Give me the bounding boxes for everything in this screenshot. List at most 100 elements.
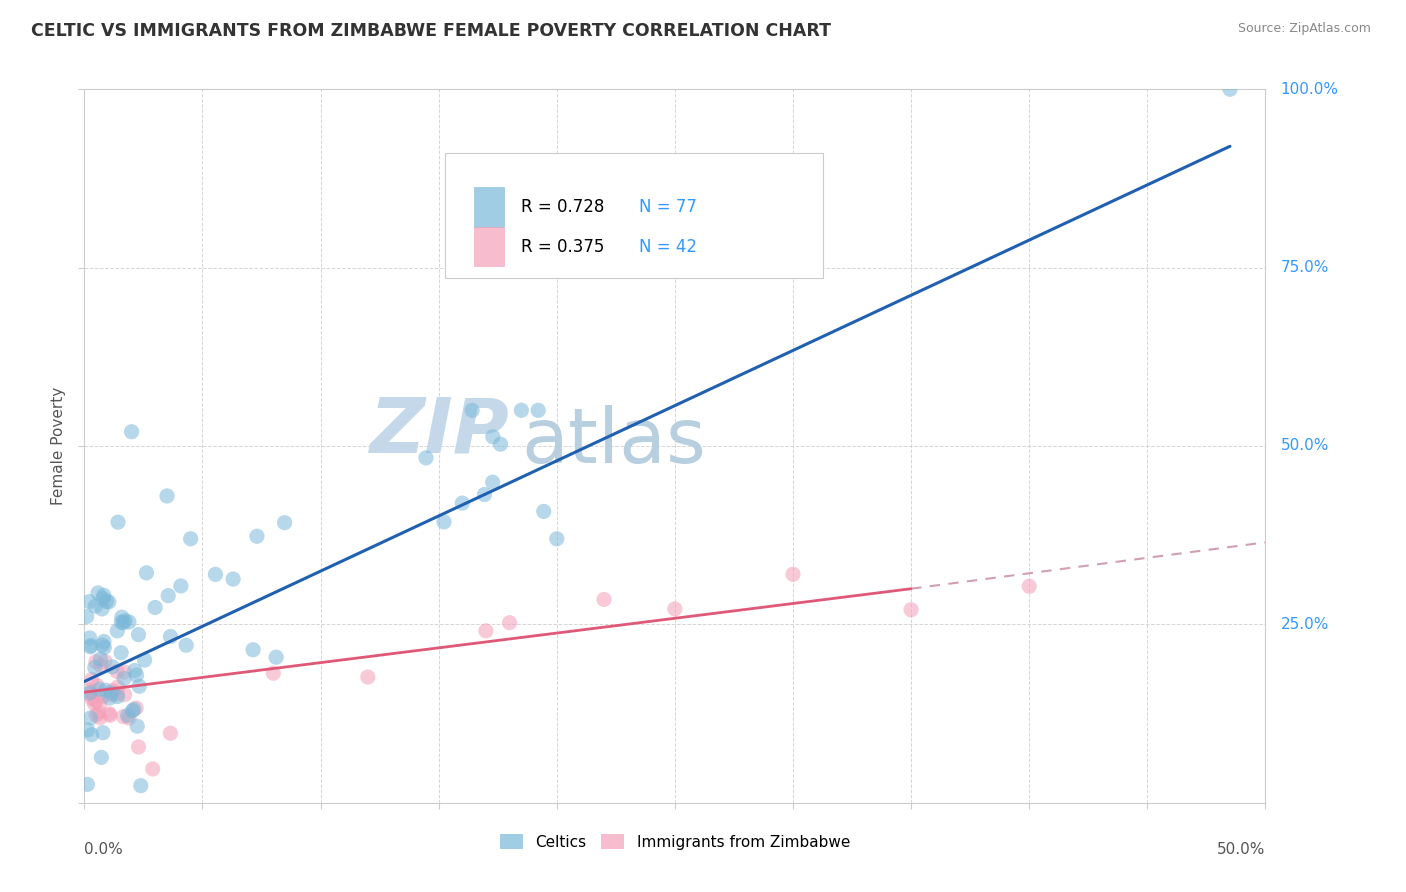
- Point: [118, 615, 141, 629]
- Point: [128, 679, 150, 693]
- Point: [80, 673, 103, 687]
- Point: [204, 567, 226, 582]
- Point: [84, 694, 107, 708]
- Text: N = 77: N = 77: [640, 198, 697, 216]
- Point: [159, 726, 181, 740]
- Y-axis label: Female Poverty: Female Poverty: [51, 387, 66, 505]
- Point: [782, 567, 804, 582]
- Point: [510, 403, 533, 417]
- Text: R = 0.728: R = 0.728: [522, 198, 605, 216]
- Point: [114, 688, 136, 702]
- Point: [90, 658, 112, 673]
- FancyBboxPatch shape: [474, 227, 503, 267]
- Point: [96, 594, 118, 608]
- Point: [91, 725, 114, 739]
- Point: [593, 592, 616, 607]
- Point: [180, 532, 202, 546]
- Point: [79, 686, 101, 700]
- Point: [97, 595, 120, 609]
- Point: [121, 425, 143, 439]
- Point: [112, 709, 135, 723]
- Point: [474, 487, 496, 501]
- Point: [546, 532, 568, 546]
- Point: [89, 711, 111, 725]
- Point: [357, 670, 380, 684]
- FancyBboxPatch shape: [474, 187, 503, 227]
- Point: [84, 599, 107, 614]
- Point: [475, 624, 498, 638]
- Point: [143, 600, 166, 615]
- Point: [142, 762, 165, 776]
- Point: [89, 652, 111, 666]
- Point: [79, 631, 101, 645]
- Text: 100.0%: 100.0%: [1281, 82, 1339, 96]
- Point: [415, 450, 437, 465]
- Point: [273, 516, 295, 530]
- Point: [101, 660, 124, 674]
- Point: [125, 701, 148, 715]
- Text: 50.0%: 50.0%: [1218, 842, 1265, 857]
- Point: [90, 750, 112, 764]
- Point: [80, 691, 103, 706]
- Text: 75.0%: 75.0%: [1281, 260, 1329, 275]
- Point: [117, 708, 139, 723]
- Point: [664, 602, 686, 616]
- Point: [533, 504, 555, 518]
- Point: [80, 639, 103, 653]
- Point: [94, 683, 117, 698]
- Point: [433, 515, 456, 529]
- FancyBboxPatch shape: [444, 153, 823, 278]
- Point: [105, 665, 128, 679]
- Point: [262, 666, 284, 681]
- Point: [114, 614, 136, 628]
- Point: [125, 668, 148, 682]
- Point: [84, 655, 107, 669]
- Point: [83, 697, 105, 711]
- Point: [87, 586, 110, 600]
- Point: [80, 728, 103, 742]
- Point: [481, 475, 503, 490]
- Point: [900, 603, 922, 617]
- Point: [94, 655, 117, 669]
- Point: [264, 650, 287, 665]
- Point: [76, 723, 98, 737]
- Legend: Celtics, Immigrants from Zimbabwe: Celtics, Immigrants from Zimbabwe: [494, 828, 856, 855]
- Point: [124, 664, 146, 678]
- Point: [100, 686, 122, 700]
- Point: [107, 515, 129, 529]
- Point: [1219, 82, 1241, 96]
- Point: [246, 529, 269, 543]
- Point: [93, 640, 115, 655]
- Point: [91, 602, 114, 616]
- Point: [156, 489, 179, 503]
- Point: [98, 706, 121, 721]
- Text: 25.0%: 25.0%: [1281, 617, 1329, 632]
- Point: [101, 683, 124, 698]
- Point: [89, 697, 111, 711]
- Point: [1018, 579, 1040, 593]
- Point: [111, 610, 134, 624]
- Text: 50.0%: 50.0%: [1281, 439, 1329, 453]
- Point: [107, 687, 129, 701]
- Point: [170, 579, 193, 593]
- Point: [112, 615, 135, 630]
- Point: [107, 690, 129, 704]
- Point: [110, 646, 132, 660]
- Point: [83, 660, 105, 674]
- Text: R = 0.375: R = 0.375: [522, 238, 605, 256]
- Point: [79, 640, 101, 654]
- Point: [93, 634, 115, 648]
- Point: [451, 496, 474, 510]
- Point: [112, 672, 135, 686]
- Point: [112, 665, 135, 679]
- Point: [76, 609, 98, 624]
- Text: atlas: atlas: [522, 406, 706, 479]
- Point: [98, 690, 121, 705]
- Point: [128, 627, 150, 641]
- Point: [91, 690, 114, 704]
- Point: [129, 779, 152, 793]
- Text: CELTIC VS IMMIGRANTS FROM ZIMBABWE FEMALE POVERTY CORRELATION CHART: CELTIC VS IMMIGRANTS FROM ZIMBABWE FEMAL…: [31, 22, 831, 40]
- Point: [118, 711, 141, 725]
- Point: [110, 615, 132, 630]
- Point: [105, 624, 128, 638]
